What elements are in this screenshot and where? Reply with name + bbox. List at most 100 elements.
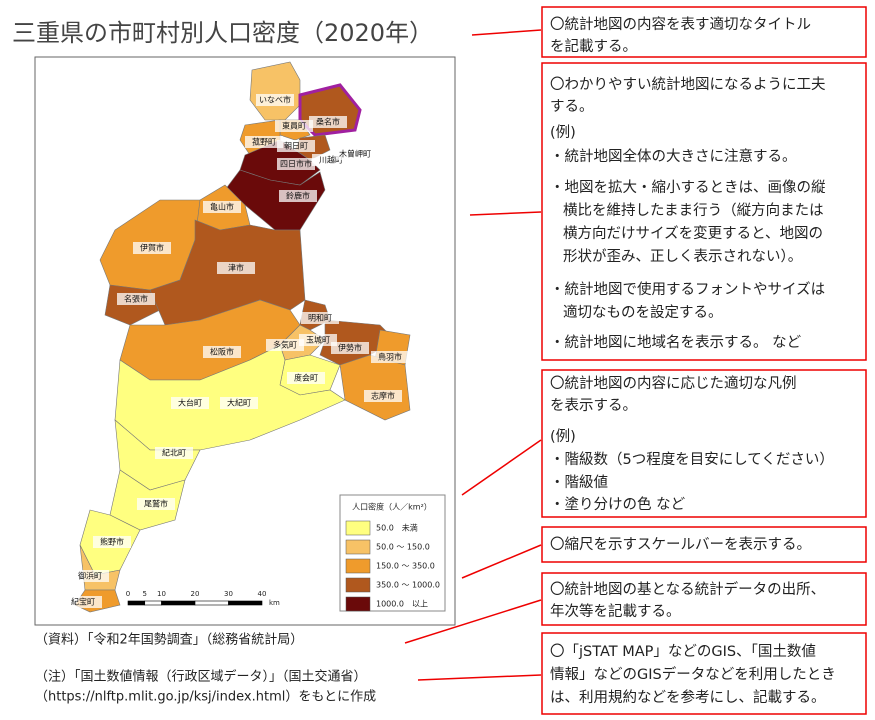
- annotation-text: ・階級数（5つ程度を目安にしてください）: [550, 451, 834, 468]
- map-label: 熊野市: [100, 537, 124, 547]
- annotation-text: 形状が歪み、正しく表示されない）。: [563, 248, 802, 265]
- label-bg: [275, 120, 313, 132]
- annotation-box: [541, 369, 867, 518]
- scale-tick-label: 40: [258, 590, 267, 598]
- map-label: 大台町: [178, 398, 202, 408]
- annotation-text: 横比を維持したまま行う（縦方向または: [563, 202, 824, 219]
- annotation-text: 〇統計地図の内容に応じた適切な凡例: [550, 374, 797, 392]
- map-label: 尾鷲市: [144, 499, 168, 509]
- map-label: 大紀町: [227, 398, 251, 408]
- map-label: 玉城町: [306, 336, 330, 345]
- label-bg: [171, 397, 209, 409]
- connector: [469, 211, 542, 216]
- annotation-text: を記載する。: [550, 38, 637, 55]
- legend-swatch: [345, 558, 371, 574]
- map-label: 伊勢市: [338, 343, 362, 353]
- title: 三重県の市町村別人口密度（2020年）: [12, 19, 433, 47]
- annotation-box: [541, 632, 867, 715]
- label-bg: [155, 447, 193, 459]
- annotation-text: (例): [550, 428, 576, 445]
- map-label: 度会町: [294, 373, 318, 383]
- annotation-text: 〇「jSTAT MAP」などのGIS、「国土数値: [550, 643, 816, 660]
- label-bg: [137, 498, 175, 510]
- annotation-box: [541, 62, 867, 361]
- annotation-text: ・統計地図全体の大きさに注意する。: [550, 147, 797, 165]
- map-label: 紀北町: [162, 448, 186, 458]
- label-bg: [256, 94, 294, 106]
- scale-segment: [228, 600, 263, 606]
- map-label: 松阪市: [210, 347, 234, 357]
- legend-label: 150.0 〜 350.0: [376, 562, 435, 571]
- label-bg: [64, 596, 102, 608]
- connector: [404, 599, 542, 644]
- annotation-text: 〇統計地図の内容を表す適切なタイトル: [550, 15, 811, 33]
- label-bg: [117, 293, 155, 305]
- map-label: 鈴鹿市: [286, 191, 310, 201]
- annotation-text: 情報」などのGISデータなどを利用したとき: [550, 665, 836, 683]
- connector: [417, 674, 542, 681]
- annotation-text: 年次等を記載する。: [550, 602, 681, 620]
- label-bg: [336, 148, 374, 160]
- scale-segment: [144, 600, 162, 606]
- legend-swatch: [345, 539, 371, 555]
- map-label: 志摩市: [371, 391, 395, 401]
- scale-tick-label: 30: [224, 590, 233, 598]
- annotation-text: ・統計地図で使用するフォントやサイズは: [550, 281, 825, 298]
- map-label: 鳥羽市: [378, 352, 402, 362]
- legend-title: 人口密度（人／km²）: [352, 502, 432, 512]
- map-label: いなべ市: [259, 95, 291, 105]
- legend-label: 50.0 〜 150.0: [376, 543, 430, 552]
- annotation-text: 〇縮尺を示すスケールバーを表示する。: [550, 536, 811, 553]
- annotation-text: 適切なものを設定する。: [563, 303, 723, 321]
- map-label: 御浜町: [78, 571, 102, 581]
- label-bg: [301, 312, 339, 324]
- map-label: 伊賀市: [140, 243, 164, 253]
- scale-unit: km: [269, 599, 280, 607]
- note: （資料）「令和2年国勢調査」（総務省統計局）: [35, 632, 303, 648]
- label-bg: [245, 136, 283, 148]
- annotation-box: [541, 526, 867, 563]
- connector: [461, 544, 542, 579]
- scale-segment: [161, 600, 196, 606]
- connector: [461, 439, 542, 496]
- annotation-box: [541, 6, 867, 58]
- map-label: 明和町: [308, 314, 332, 323]
- label-bg: [277, 158, 315, 170]
- annotation-text: は、利用規約などを参考にし、記載する。: [550, 689, 826, 706]
- connector: [471, 29, 542, 36]
- label-bg: [203, 201, 241, 213]
- label-bg: [220, 397, 258, 409]
- map-label: 多気町: [273, 340, 297, 350]
- annotation-text: (例): [550, 124, 576, 141]
- map-label: 桑名市: [316, 117, 340, 127]
- label-bg: [133, 242, 171, 254]
- note: （注）「国土数値情報（行政区域データ）」（国土交通省）: [35, 669, 367, 685]
- label-bg: [364, 390, 402, 402]
- scale-segment: [127, 600, 146, 606]
- label-bg: [266, 339, 304, 351]
- map-label: 四日市市: [280, 159, 312, 169]
- label-bg: [309, 116, 347, 128]
- annotation-text: ・統計地図に地域名を表示する。 など: [550, 334, 802, 351]
- label-bg: [203, 346, 241, 358]
- map-label: 朝日町: [284, 142, 308, 151]
- note: （https://nlftp.mlit.go.jp/ksj/index.html…: [35, 690, 376, 705]
- legend: 人口密度（人／km²） 50.0 未満 50.0 〜 150.0 150.0 〜 35…: [345, 502, 440, 612]
- connectors: [404, 29, 542, 681]
- legend-swatch: [345, 577, 371, 593]
- map-label: 川越町: [319, 155, 343, 165]
- scale-tick-label: 0: [126, 590, 130, 598]
- legend-swatch: [345, 596, 371, 612]
- annotation-text: ・階級値: [550, 474, 608, 491]
- annotation-text: 横方向だけサイズを変更すると、地図の: [563, 225, 823, 242]
- scale-tick-label: 10: [157, 590, 166, 598]
- label-bg: [71, 570, 109, 582]
- annotation-box: [541, 572, 867, 626]
- map-label: 津市: [228, 263, 244, 273]
- annotation-text: 〇わかりやすい統計地図になるように工夫: [550, 76, 826, 93]
- map-label: 亀山市: [210, 202, 234, 212]
